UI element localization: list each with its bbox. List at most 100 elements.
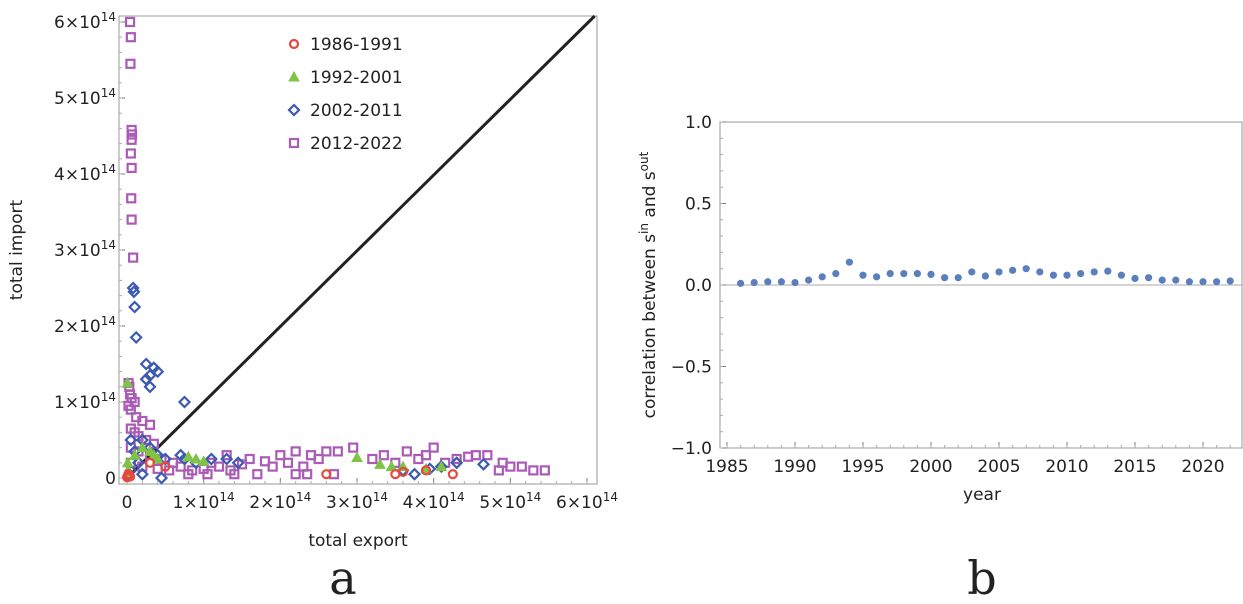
chart-b-point (1185, 278, 1193, 286)
chart-a-point-square (290, 469, 301, 480)
chart-a-point-triangle (190, 452, 202, 464)
chart-b-point (805, 276, 813, 284)
chart-a-point-diamond (143, 380, 157, 394)
chart-a-point-triangle (136, 441, 149, 453)
chart-a-x-tick-mantissa: 2×10 (249, 493, 296, 513)
chart-b-point (1090, 268, 1098, 276)
chart-a-point-diamond (126, 281, 140, 295)
chart-b-point (1226, 277, 1234, 285)
chart-a-point-square (221, 450, 232, 461)
chart-a-point-square (282, 457, 294, 468)
chart-b-point (737, 279, 745, 287)
chart-a-point-diamond (231, 456, 245, 470)
chart-a-point-triangle (128, 449, 141, 460)
chart-a-point-square (175, 461, 186, 472)
chart-a-point-square (202, 469, 213, 480)
chart-a-y-tick-label: 0 (105, 469, 116, 489)
chart-b-point (886, 269, 894, 278)
chart-a-point-diamond (131, 456, 146, 470)
chart-a-point-square (125, 404, 136, 415)
chart-b-point (981, 272, 990, 280)
chart-b-point (1172, 276, 1180, 284)
chart-a-y-tick-label: 6×1014 (54, 10, 116, 33)
chart-a-point-square (302, 469, 313, 480)
chart-b-x-tick-label: 1985 (705, 457, 748, 477)
chart-a-point-diamond (407, 467, 422, 481)
chart-a-y-tick-exponent: 14 (101, 10, 116, 24)
chart-b-y-label-part1: correlation between s (640, 234, 660, 419)
chart-a-point-diamond (158, 452, 172, 466)
chart-a-point-diamond (139, 357, 153, 371)
chart-a-point-diamond (177, 395, 192, 409)
chart-b: 1985 1990 1995 2000 2005 2010 2015 2020 1.0 0.5 0.… (637, 113, 1243, 604)
chart-a-point-square (126, 193, 137, 204)
chart-a-x-tick-exponent: 14 (373, 490, 388, 504)
chart-a-x-tick-exponent: 14 (449, 490, 464, 504)
chart-b-point (913, 269, 922, 278)
chart-a-y-tick-exponent: 14 (101, 162, 116, 176)
legend-marker-circle (288, 38, 300, 50)
chart-b-point (1199, 278, 1207, 286)
chart-a-point-circle (124, 471, 136, 482)
legend-marker-square (288, 137, 300, 149)
chart-a-point-triangle (121, 376, 134, 388)
chart-a-point-square (267, 461, 278, 472)
chart-a-point-triangle (385, 460, 398, 472)
chart-a-y-tick-mantissa: 4×10 (54, 165, 101, 185)
chart-a-point-square (126, 134, 137, 145)
chart-b-point (1036, 268, 1044, 276)
chart-a-point-circle (160, 461, 171, 472)
chart-a-point-triangle (435, 460, 448, 472)
chart-a-point-square (144, 419, 156, 430)
chart-a-point-triangle (374, 458, 386, 469)
legend-item: 2012-2022 (288, 134, 403, 154)
chart-a-y-tick-exponent: 14 (101, 314, 116, 328)
chart-b-point (859, 271, 867, 279)
chart-a-point-circle (420, 465, 432, 476)
chart-a-point-square (229, 469, 240, 480)
chart-a-point-square (126, 214, 137, 225)
chart-a-point-square (125, 58, 136, 69)
chart-a-x-tick-label: 0 (122, 493, 133, 513)
chart-a-point-square (332, 446, 343, 457)
chart-b-point (1213, 278, 1221, 286)
chart-a-point-diamond (128, 300, 142, 314)
chart-a-point-diamond (154, 471, 169, 485)
chart-a-point-diamond (135, 467, 149, 481)
chart-a-point-diamond (127, 285, 141, 299)
chart-a-y-tick-mantissa: 5×10 (54, 89, 101, 109)
chart-a-x-tick-label: 4×1014 (403, 490, 465, 513)
chart-a-x-tick-label: 6×1014 (556, 490, 618, 513)
chart-a-y-tick-mantissa: 0 (105, 469, 116, 489)
chart-a-y-tick-mantissa: 6×10 (54, 13, 101, 33)
legend-item: 1986-1991 (288, 35, 403, 55)
chart-a-point-square (126, 162, 137, 174)
chart-a-x-tick-mantissa: 0 (122, 493, 133, 513)
chart-a-y-tick-exponent: 14 (101, 390, 116, 404)
chart-b-point (995, 268, 1003, 276)
chart-a-point-diamond (434, 460, 448, 474)
chart-a-point-diamond (220, 452, 234, 466)
chart-a-point-square (126, 129, 138, 140)
chart-a-x-tick-mantissa: 5×10 (479, 493, 526, 513)
chart-a-point-circle (321, 469, 332, 480)
chart-a-x-tick-label: 2×1014 (249, 490, 311, 513)
legend-label: 2012-2022 (310, 134, 403, 154)
chart-a-x-tick-mantissa: 6×10 (556, 493, 603, 513)
chart-a-point-triangle (351, 451, 363, 462)
chart-a-x-axis-label: total export (308, 531, 408, 551)
chart-a-point-square (528, 465, 539, 476)
chart-b-point (954, 274, 962, 282)
chart-b-point (900, 269, 908, 278)
chart-a-point-triangle (182, 450, 195, 462)
chart-a-point-square (128, 252, 139, 263)
chart-a-point-square (539, 465, 550, 476)
chart-a-point-square (125, 32, 136, 43)
chart-b-point (777, 278, 786, 286)
chart-b-point (1145, 274, 1153, 282)
chart-a-point-square (321, 446, 332, 457)
chart-a-x-tick-exponent: 14 (603, 490, 618, 504)
chart-a-y-tick-label: 1×1014 (54, 390, 116, 413)
panel-label-b: b (967, 551, 996, 604)
chart-b-point (1104, 267, 1112, 275)
